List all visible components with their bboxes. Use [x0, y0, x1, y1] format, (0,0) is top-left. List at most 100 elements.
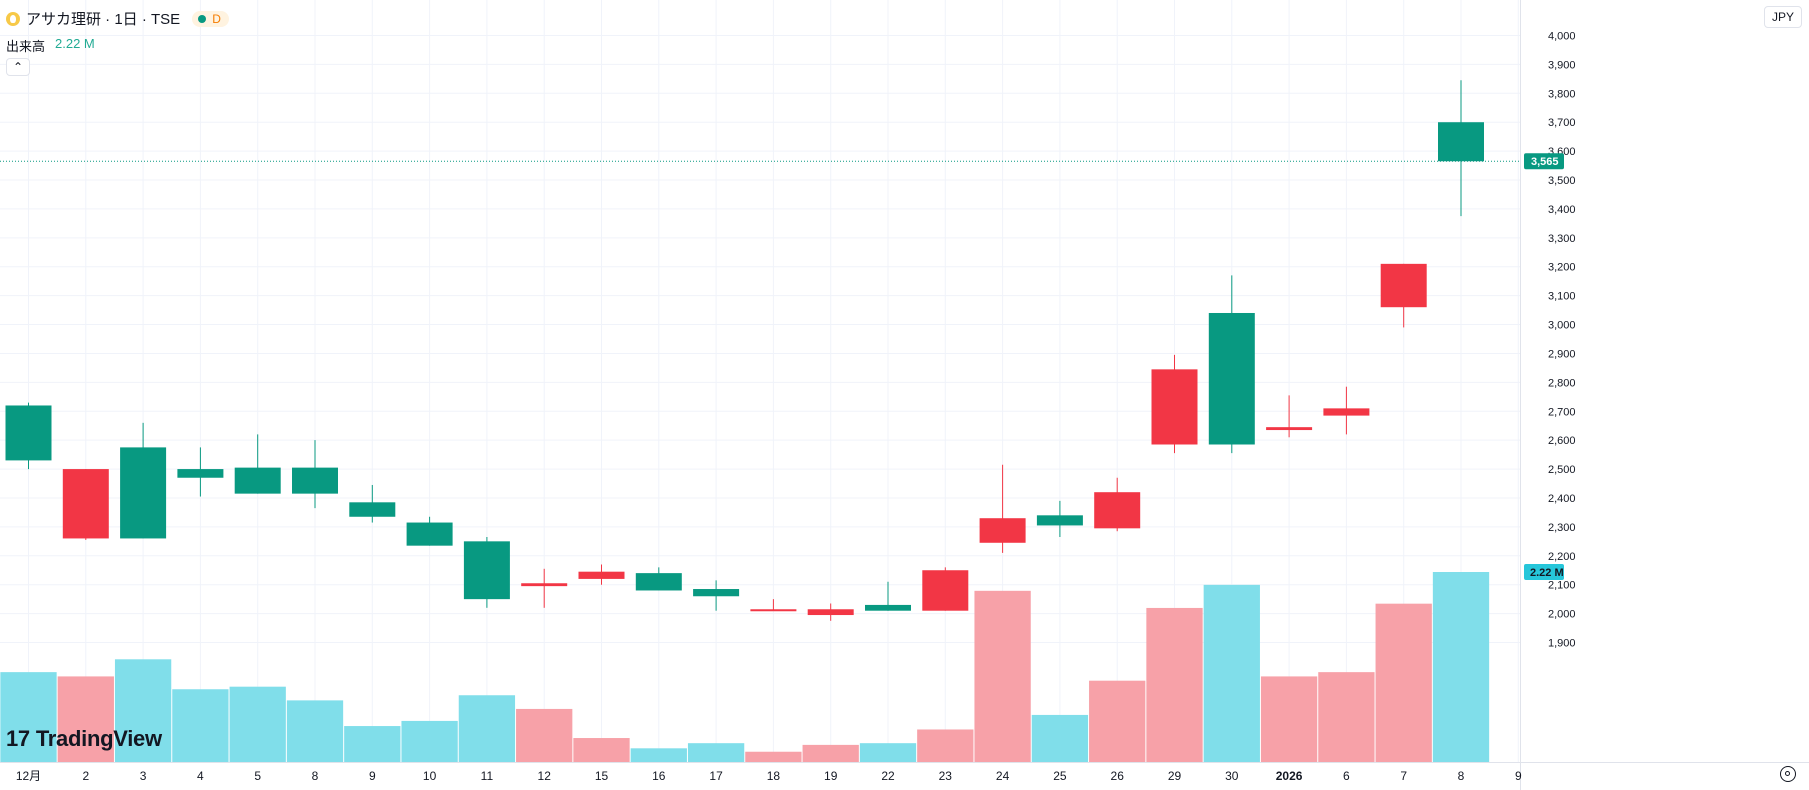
volume-bar — [1089, 680, 1146, 762]
volume-bar — [57, 676, 114, 762]
volume-bar — [687, 743, 745, 762]
market-status-badge[interactable]: D — [192, 10, 229, 27]
x-tick-label: 2 — [82, 769, 89, 783]
candle-body — [1323, 408, 1370, 416]
y-tick-label: 2,200 — [1548, 551, 1576, 563]
currency-label: JPY — [1771, 10, 1794, 24]
x-tick-label: 10 — [423, 769, 437, 783]
volume-bar — [917, 729, 974, 762]
y-tick-label: 2,100 — [1548, 580, 1576, 592]
candle-body — [463, 541, 510, 600]
y-tick-label: 3,400 — [1548, 204, 1576, 216]
candle-body — [979, 518, 1026, 543]
tradingview-logo[interactable]: 17 TradingView — [6, 726, 162, 752]
candle-body — [120, 447, 167, 539]
collapse-legend-button[interactable]: ⌃ — [6, 58, 30, 76]
x-tick-label: 12 — [538, 769, 552, 783]
volume-bar — [974, 590, 1031, 762]
candle-body — [1151, 369, 1198, 445]
y-tick-label: 3,800 — [1548, 88, 1576, 100]
volume-bar — [1203, 584, 1260, 762]
y-tick-label: 2,300 — [1548, 522, 1576, 534]
x-tick-label: 2026 — [1276, 769, 1303, 783]
volume-bar — [859, 743, 917, 762]
y-tick-label: 3,100 — [1548, 291, 1576, 303]
candle-body — [578, 571, 625, 579]
volume-bar — [1432, 572, 1490, 762]
volume-bar — [114, 659, 172, 762]
candle-body — [807, 609, 854, 616]
volume-bar — [1031, 714, 1089, 762]
candle-body — [922, 570, 969, 611]
x-tick-label: 12月 — [16, 769, 41, 783]
last-price-tag — [1524, 153, 1564, 170]
x-tick-label: 9 — [1515, 769, 1522, 783]
x-tick-label: 8 — [1458, 769, 1465, 783]
candle-body — [750, 609, 797, 612]
chevron-up-icon: ⌃ — [12, 60, 24, 74]
symbol-title[interactable]: アサカ理研 · 1日 · TSE — [26, 11, 181, 28]
volume-bar — [1260, 676, 1318, 762]
volume-label[interactable]: 出来高 — [6, 39, 46, 54]
volume-bar — [344, 726, 401, 762]
x-tick-label: 9 — [369, 769, 376, 783]
volume-bar — [1375, 603, 1432, 762]
y-tick-label: 2,500 — [1548, 464, 1576, 476]
volume-value: 2.22 M — [55, 36, 95, 51]
y-tick-label: 2,800 — [1548, 377, 1576, 389]
volume-tag-label: 2.22 M — [1530, 567, 1564, 579]
x-tick-label: 8 — [312, 769, 319, 783]
candle-body — [865, 604, 911, 611]
settings-icon[interactable] — [1780, 766, 1796, 782]
x-tick-label: 15 — [595, 769, 609, 783]
volume-bar — [172, 689, 229, 762]
y-tick-label: 2,600 — [1548, 435, 1576, 447]
volume-bar — [573, 738, 630, 762]
y-tick-label: 2,900 — [1548, 348, 1576, 360]
x-tick-label: 29 — [1168, 769, 1182, 783]
volume-bar — [458, 695, 516, 762]
volume-bar — [1318, 672, 1375, 762]
volume-bar — [0, 672, 57, 762]
x-tick-label: 30 — [1225, 769, 1239, 783]
status-dot-icon — [198, 14, 207, 23]
candle-body — [693, 589, 740, 597]
candle-body — [1208, 312, 1255, 445]
x-tick-label: 7 — [1400, 769, 1407, 783]
symbol-legend: アサカ理研 · 1日 · TSE D — [6, 8, 229, 29]
candle-body — [1380, 263, 1427, 308]
candle-body — [292, 467, 338, 494]
last-price-label: 3,565 — [1531, 156, 1559, 168]
y-tick-label: 3,500 — [1548, 175, 1576, 187]
candle-body — [1036, 515, 1083, 526]
candle-body — [1094, 492, 1141, 529]
candle-body — [177, 469, 224, 478]
y-tick-label: 1,900 — [1548, 638, 1576, 650]
volume-bar — [745, 751, 802, 762]
candle-body — [635, 573, 682, 591]
x-tick-label: 23 — [939, 769, 953, 783]
x-tick-label: 25 — [1053, 769, 1067, 783]
status-label: D — [212, 11, 221, 26]
candle-body — [234, 467, 281, 494]
volume-legend: 出来高 2.22 M — [6, 36, 95, 55]
x-tick-label: 11 — [481, 769, 494, 783]
x-tick-label: 17 — [709, 769, 723, 783]
candle-body — [1266, 427, 1313, 431]
x-tick-label: 4 — [197, 769, 204, 783]
volume-bar — [802, 744, 859, 762]
y-tick-label: 3,900 — [1548, 59, 1576, 71]
candle-body — [62, 469, 109, 539]
y-tick-label: 3,300 — [1548, 233, 1576, 245]
candle-body — [1438, 122, 1484, 162]
volume-tag — [1524, 564, 1564, 580]
currency-button[interactable]: JPY — [1764, 6, 1802, 28]
x-tick-label: 16 — [652, 769, 666, 783]
candle-body — [521, 583, 568, 587]
y-tick-label: 2,700 — [1548, 406, 1576, 418]
y-tick-label: 4,000 — [1548, 31, 1576, 43]
logo-text: TradingView — [35, 726, 162, 751]
y-tick-label: 3,700 — [1548, 117, 1576, 129]
candle-body — [5, 405, 52, 461]
